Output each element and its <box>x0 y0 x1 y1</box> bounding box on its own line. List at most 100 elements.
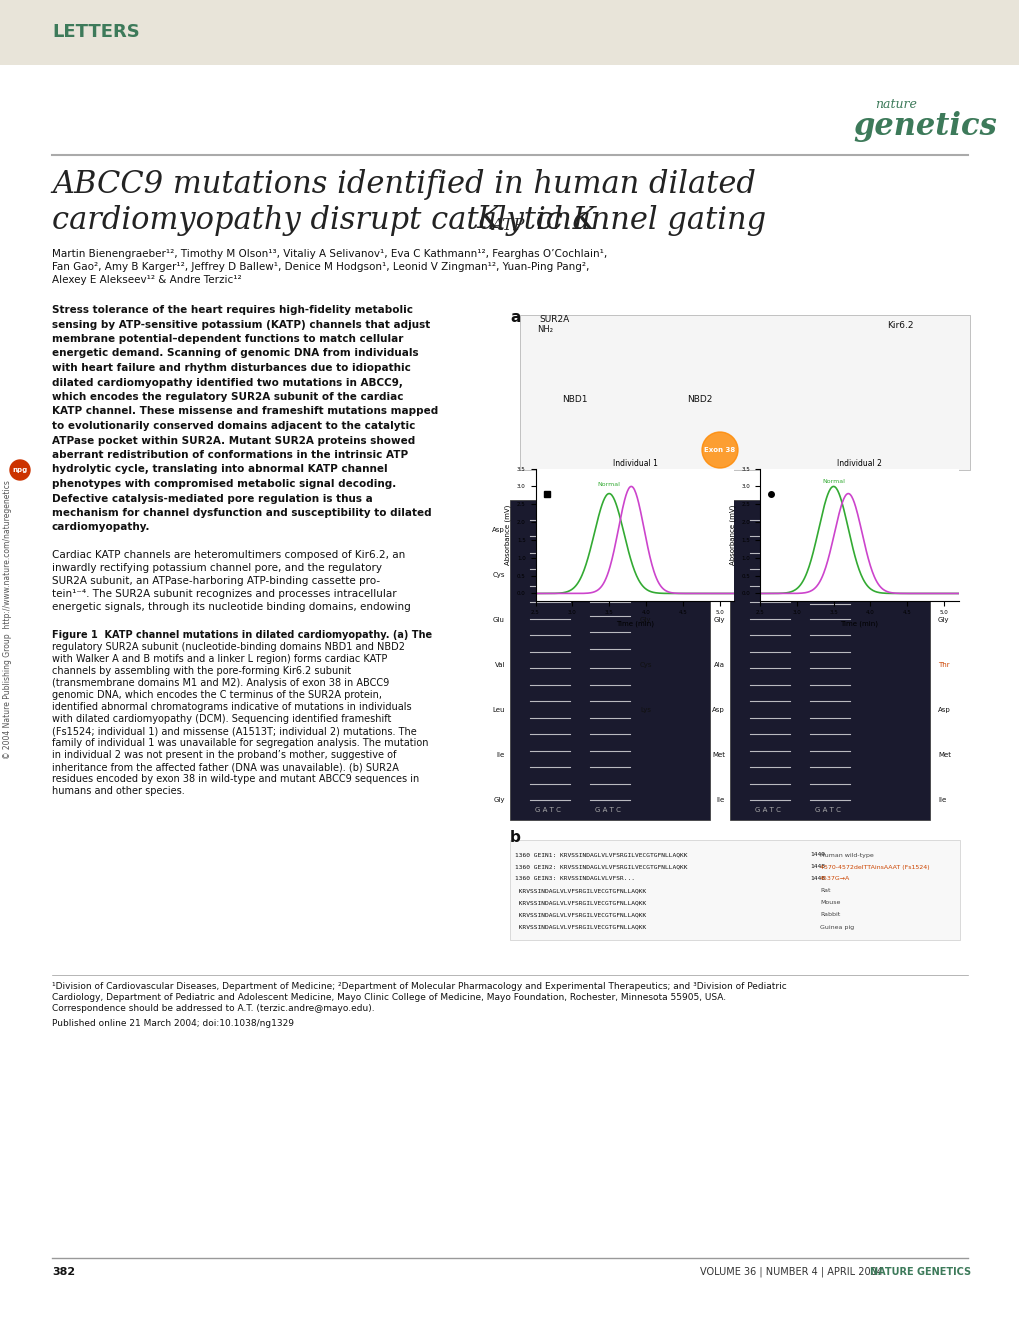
Text: Fan Gao², Amy B Karger¹², Jeffrey D Ballew¹, Denice M Hodgson¹, Leonid V Zingman: Fan Gao², Amy B Karger¹², Jeffrey D Ball… <box>52 261 589 272</box>
Text: Ile: Ile <box>716 797 725 803</box>
Text: Normal: Normal <box>821 479 844 484</box>
Text: sensing by ATP-sensitive potassium (K​ATP) channels that adjust: sensing by ATP-sensitive potassium (K​AT… <box>52 319 430 330</box>
Text: Rat: Rat <box>819 888 829 894</box>
Text: Val: Val <box>639 572 650 578</box>
Text: Rabbit: Rabbit <box>819 912 840 917</box>
Text: G A T C: G A T C <box>814 807 840 813</box>
Text: K: K <box>476 205 498 235</box>
Text: Leu: Leu <box>712 572 725 578</box>
Text: 382: 382 <box>52 1267 75 1276</box>
Text: SUR2A: SUR2A <box>539 315 570 325</box>
Text: energetic signals, through its nucleotide binding domains, endowing: energetic signals, through its nucleotid… <box>52 602 411 612</box>
Text: Leu: Leu <box>937 572 950 578</box>
Text: Normal: Normal <box>597 482 620 487</box>
Bar <box>520 315 969 470</box>
Text: ATP: ATP <box>490 218 524 235</box>
Text: 1360 GEIN2: KRVSSINDAGLVLVFSRGILVECGTGFNLLAQKK: 1360 GEIN2: KRVSSINDAGLVLVFSRGILVECGTGFN… <box>515 865 687 870</box>
Text: Frameshift: Frameshift <box>554 471 595 480</box>
X-axis label: Time (min): Time (min) <box>615 620 653 627</box>
Text: Leu: Leu <box>492 708 504 713</box>
Bar <box>0 0 1019 65</box>
Text: LETTERS: LETTERS <box>52 22 140 41</box>
Text: Met: Met <box>711 752 725 758</box>
Text: Cys: Cys <box>639 663 652 668</box>
Text: KRVSSINDAGLVLVFSRGILVECGTGFNLLAQKK: KRVSSINDAGLVLVFSRGILVECGTGFNLLAQKK <box>515 924 646 929</box>
Text: inheritance from the affected father (DNA was unavailable). (b) SUR2A: inheritance from the affected father (DN… <box>52 762 398 772</box>
Text: inwardly rectifying potassium channel pore, and the regulatory: inwardly rectifying potassium channel po… <box>52 564 382 573</box>
Bar <box>730 500 929 820</box>
Text: Guinea pig: Guinea pig <box>819 924 853 929</box>
Text: Missense: Missense <box>771 471 807 480</box>
Text: Ile: Ile <box>496 752 504 758</box>
Text: mutation: mutation <box>632 483 666 492</box>
Text: Ala: Ala <box>713 663 725 668</box>
Text: ¹Division of Cardiovascular Diseases, Department of Medicine; ²Department of Mol: ¹Division of Cardiovascular Diseases, De… <box>52 982 786 991</box>
Text: KRVSSINDAGLVLVFSRGILVECGTGFNLLAQKK: KRVSSINDAGLVLVFSRGILVECGTGFNLLAQKK <box>515 912 646 917</box>
Bar <box>510 840 959 940</box>
Text: genomic DNA, which encodes the C terminus of the SUR2A protein,: genomic DNA, which encodes the C terminu… <box>52 690 382 700</box>
Text: npg: npg <box>12 467 28 473</box>
Text: channels by assembling with the pore-forming Kir6.2 subunit: channels by assembling with the pore-for… <box>52 667 351 676</box>
Text: Stress tolerance of the heart requires high-fidelity metabolic: Stress tolerance of the heart requires h… <box>52 305 413 315</box>
Text: G A T C: G A T C <box>594 807 621 813</box>
Text: (Fs1524; individual 1) and missense (A1513T; individual 2) mutations. The: (Fs1524; individual 1) and missense (A15… <box>52 726 417 737</box>
Circle shape <box>10 459 30 480</box>
Text: 1448: 1448 <box>809 865 824 870</box>
Text: Ile: Ile <box>937 797 946 803</box>
Text: 1360 GEIN3: KRVSSINDAGLVLVFSR...: 1360 GEIN3: KRVSSINDAGLVLVFSR... <box>515 876 635 882</box>
Text: Published online 21 March 2004; doi:10.1038/ng1329: Published online 21 March 2004; doi:10.1… <box>52 1019 293 1028</box>
Text: Lys: Lys <box>639 708 650 713</box>
Text: Gly: Gly <box>713 616 725 623</box>
Text: KRVSSINDAGLVLVFSRGILVECGTGFNLLAQKK: KRVSSINDAGLVLVFSRGILVECGTGFNLLAQKK <box>515 900 646 906</box>
Text: aberrant redistribution of conformations in the intrinsic ATP: aberrant redistribution of conformations… <box>52 450 408 459</box>
Y-axis label: Absorbance (mV): Absorbance (mV) <box>504 504 511 565</box>
Text: Normal: Normal <box>545 483 574 492</box>
Text: with dilated cardiomyopathy (DCM). Sequencing identified frameshift: with dilated cardiomyopathy (DCM). Seque… <box>52 714 391 723</box>
Text: Val: Val <box>494 663 504 668</box>
Text: energetic demand. Scanning of genomic DNA from individuals: energetic demand. Scanning of genomic DN… <box>52 348 418 359</box>
Text: G A T C: G A T C <box>535 807 560 813</box>
Text: Thr: Thr <box>937 663 949 668</box>
Text: 1448: 1448 <box>809 876 824 882</box>
Text: cardiomyopathy disrupt catalytic K: cardiomyopathy disrupt catalytic K <box>52 205 595 235</box>
Text: 1360 GEIN1: KRVSSINDAGLVLVFSRGILVECGTGFNLLAQKK: 1360 GEIN1: KRVSSINDAGLVLVFSRGILVECGTGFN… <box>515 853 687 858</box>
Text: regulatory SUR2A subunit (nucleotide-binding domains NBD1 and NBD2: regulatory SUR2A subunit (nucleotide-bin… <box>52 642 405 652</box>
Text: Exon 38: Exon 38 <box>704 447 735 453</box>
Text: family of individual 1 was unavailable for segregation analysis. The mutation: family of individual 1 was unavailable f… <box>52 738 428 748</box>
Text: which encodes the regulatory SUR2A subunit of the cardiac: which encodes the regulatory SUR2A subun… <box>52 392 404 403</box>
Text: Asp: Asp <box>492 527 504 533</box>
Text: Figure 1  KATP channel mutations in dilated cardiomyopathy. (a) The: Figure 1 KATP channel mutations in dilat… <box>52 630 432 640</box>
Text: cardiomyopathy.: cardiomyopathy. <box>52 523 151 532</box>
Text: Asp: Asp <box>711 708 725 713</box>
Title: Individual 1: Individual 1 <box>612 459 656 467</box>
Text: dilated cardiomyopathy identified two mutations in ABCC9,: dilated cardiomyopathy identified two mu… <box>52 378 403 388</box>
Text: Gly: Gly <box>639 616 651 623</box>
Text: b: b <box>510 830 521 845</box>
Text: (transmembrane domains M1 and M2). Analysis of exon 38 in ABCC9: (transmembrane domains M1 and M2). Analy… <box>52 678 389 688</box>
Text: ATPase pocket within SUR2A. Mutant SUR2A proteins showed: ATPase pocket within SUR2A. Mutant SUR2A… <box>52 436 415 446</box>
Text: © 2004 Nature Publishing Group  http://www.nature.com/naturegenetics: © 2004 Nature Publishing Group http://ww… <box>3 480 12 759</box>
Text: Val: Val <box>937 527 948 533</box>
Text: Asp: Asp <box>937 708 950 713</box>
Text: a: a <box>510 310 520 325</box>
Text: Ter: Ter <box>639 527 649 533</box>
Text: mechanism for channel dysfunction and susceptibility to dilated: mechanism for channel dysfunction and su… <box>52 508 431 517</box>
Text: Alexey E Alekseev¹² & Andre Terzic¹²: Alexey E Alekseev¹² & Andre Terzic¹² <box>52 275 242 285</box>
X-axis label: Time (min): Time (min) <box>840 620 877 627</box>
Text: genetics: genetics <box>852 111 996 143</box>
Text: Cardiology, Department of Pediatric and Adolescent Medicine, Mayo Clinic College: Cardiology, Department of Pediatric and … <box>52 993 726 1002</box>
Text: KRVSSINDAGLVLVFSRGILVECGTGFNLLAQKK: KRVSSINDAGLVLVFSRGILVECGTGFNLLAQKK <box>515 888 646 894</box>
Text: to evolutionarily conserved domains adjacent to the catalytic: to evolutionarily conserved domains adja… <box>52 421 415 432</box>
Text: mutation: mutation <box>852 483 887 492</box>
Y-axis label: Absorbance (mV): Absorbance (mV) <box>729 504 735 565</box>
Circle shape <box>701 432 738 469</box>
Title: Individual 2: Individual 2 <box>837 459 880 467</box>
Text: 1449: 1449 <box>809 853 824 858</box>
Text: residues encoded by exon 38 in wild-type and mutant ABCC9 sequences in: residues encoded by exon 38 in wild-type… <box>52 774 419 784</box>
Text: Glu: Glu <box>492 616 504 623</box>
Text: with heart failure and rhythm disturbances due to idiopathic: with heart failure and rhythm disturbanc… <box>52 363 411 374</box>
Text: Defective catalysis-mediated pore regulation is thus a: Defective catalysis-mediated pore regula… <box>52 494 372 503</box>
Text: phenotypes with compromised metabolic signal decoding.: phenotypes with compromised metabolic si… <box>52 479 395 488</box>
Text: 4570-4572delTTAinsAAAT (Fs1524): 4570-4572delTTAinsAAAT (Fs1524) <box>819 865 928 870</box>
Text: NH₂: NH₂ <box>536 326 552 334</box>
